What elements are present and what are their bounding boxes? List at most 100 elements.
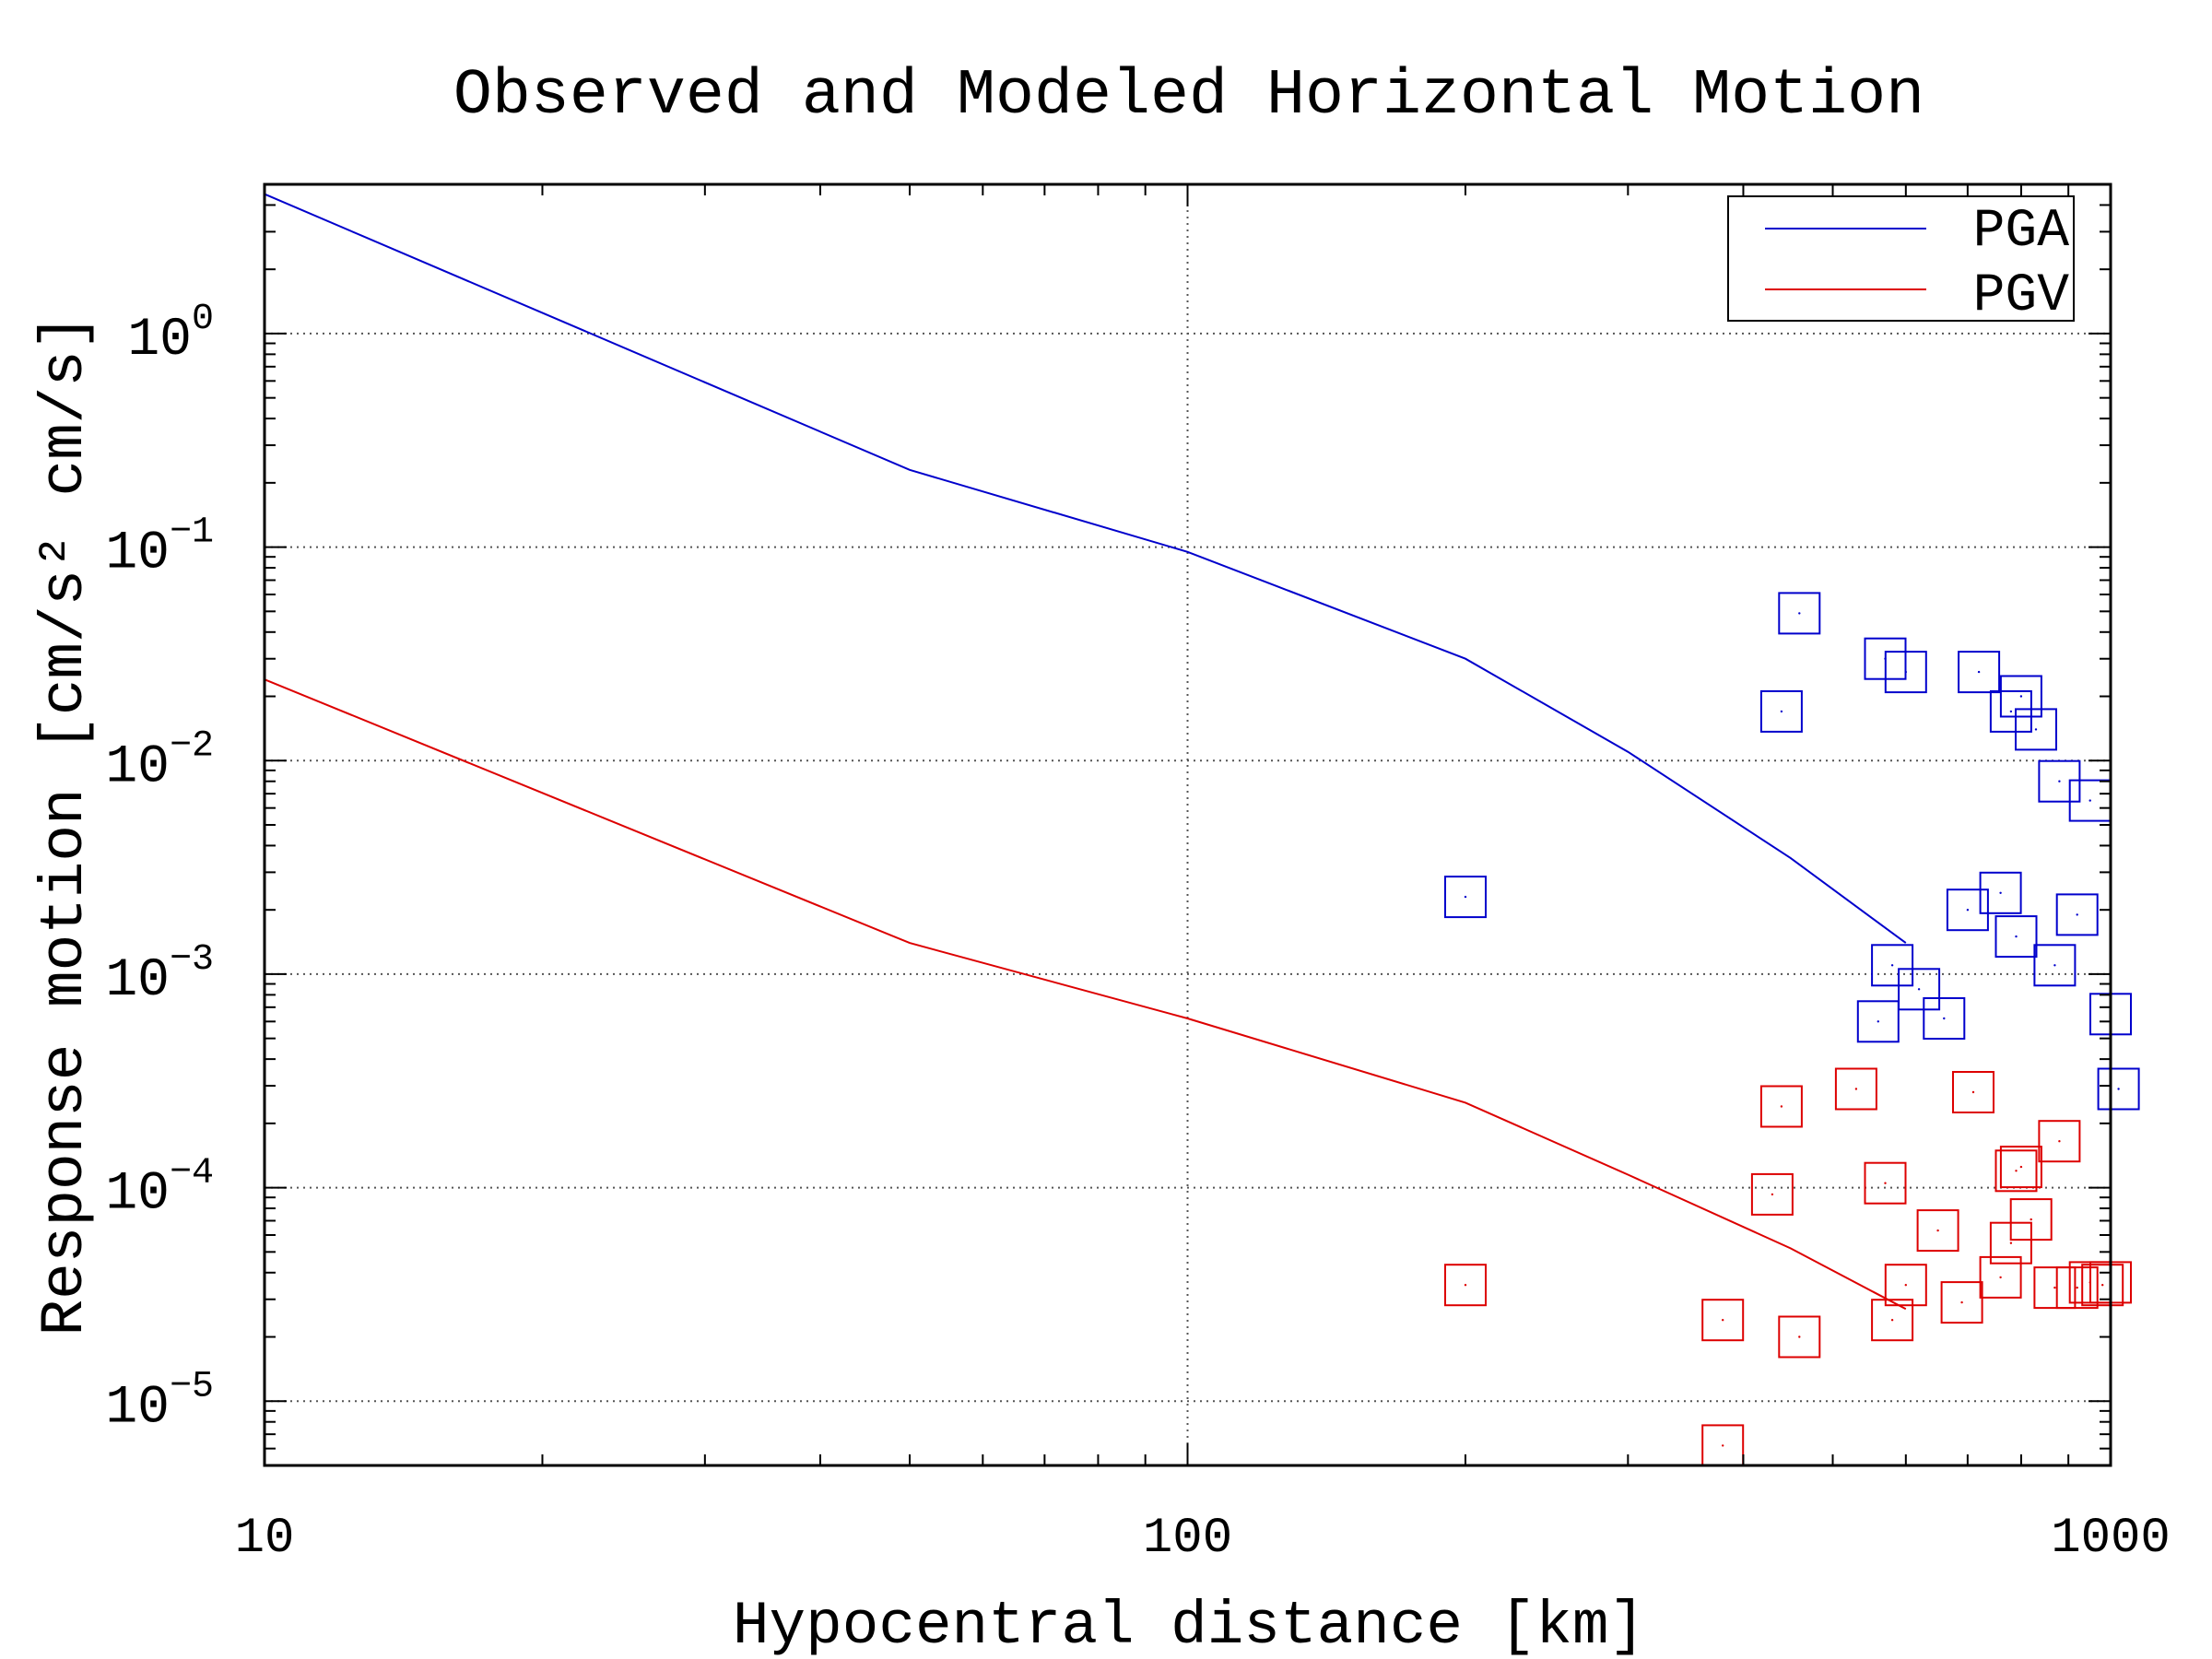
- observed-point-pgv: [1884, 1264, 1927, 1307]
- observed-point-pgv: [1871, 1299, 1914, 1342]
- observed-point-pgv: [1834, 1067, 1877, 1111]
- observed-point-pga: [1778, 592, 1821, 635]
- observed-point-center-pga: [1890, 964, 1894, 967]
- legend-box: [1727, 195, 2075, 322]
- y-tick-label: 10−3: [105, 939, 214, 1011]
- observed-point-pgv: [2081, 1264, 2124, 1307]
- x-tick-label: 100: [1143, 1511, 1232, 1567]
- observed-point-center-pgv: [1771, 1193, 1774, 1196]
- observed-point-pgv: [1864, 1161, 1907, 1205]
- observed-point-center-pgv: [1904, 1284, 1907, 1287]
- observed-point-center-pgv: [2053, 1286, 2056, 1289]
- observed-point-center-pga: [1977, 670, 1981, 674]
- observed-point-pgv: [1444, 1264, 1487, 1307]
- x-axis-label: Hypocentral distance [km]: [733, 1592, 1645, 1659]
- observed-point-pgv: [2038, 1120, 2081, 1163]
- observed-point-center-pga: [1966, 909, 1970, 912]
- observed-point-center-pga: [1917, 988, 1921, 991]
- observed-point-center-pga: [1999, 891, 2002, 894]
- chart-title: Observed and Modeled Horizontal Motion: [453, 60, 1924, 133]
- observed-point-center-pga: [2053, 964, 2056, 967]
- y-tick-label: 100: [127, 299, 214, 371]
- observed-point-pgv: [2055, 1266, 2099, 1310]
- model-curves: [264, 193, 1907, 1311]
- observed-point-center-pgv: [1971, 1090, 1975, 1094]
- legend-label-pgv: PGV: [1973, 266, 2070, 326]
- observed-point-center-pgv: [1464, 1284, 1467, 1287]
- observed-point-pga: [1884, 651, 1927, 694]
- observed-point-pga: [1979, 871, 2022, 914]
- observed-point-pgv: [1994, 1149, 2038, 1193]
- observed-point-center-pgv: [1722, 1319, 1724, 1322]
- observed-point-pgv: [1952, 1071, 1994, 1113]
- legend-label-pga: PGA: [1973, 202, 2070, 262]
- observed-point-pga: [1989, 689, 2032, 733]
- observed-point-pgv: [1750, 1172, 1794, 1216]
- observed-point-center-pga: [2076, 913, 2078, 916]
- y-axis-label: Response motion [cm/s² cm/s]: [30, 314, 100, 1336]
- observed-point-pga: [2055, 893, 2099, 936]
- observed-point-pga: [2033, 944, 2077, 987]
- legend: PGA PGV: [1727, 195, 2075, 326]
- y-tick-label: 10−4: [105, 1153, 214, 1225]
- observed-point-pga: [1946, 888, 1989, 932]
- observed-point-center-pga: [2058, 780, 2061, 782]
- observed-point-pga: [1923, 997, 1966, 1040]
- observed-point-center-pgv: [1999, 1276, 2002, 1279]
- observed-point-pga: [1994, 915, 2038, 959]
- observed-point-center-pgv: [2058, 1140, 2061, 1143]
- observed-point-center-pga: [2088, 799, 2091, 802]
- observed-point-pga: [1444, 876, 1487, 919]
- y-tick-label: 10−5: [105, 1366, 214, 1438]
- grid: [265, 184, 2111, 1465]
- observed-point-center-pgv: [2009, 1241, 2013, 1244]
- observed-point-pga: [2015, 708, 2057, 751]
- observed-point-center-pgv: [2076, 1286, 2078, 1289]
- observed-point-center-pga: [2009, 710, 2013, 713]
- observed-point-center-pgv: [1936, 1229, 1939, 1232]
- observed-point-center-pgv: [1884, 1182, 1887, 1184]
- observed-point-pgv: [1999, 1146, 2042, 1189]
- observed-point-pgv: [1759, 1085, 1803, 1128]
- observed-point-pgv: [1940, 1281, 1983, 1324]
- observed-point-pga: [2097, 1067, 2140, 1111]
- observed-point-pga: [1999, 675, 2042, 718]
- observed-point-pga: [1871, 944, 1914, 987]
- observed-point-pgv: [1979, 1255, 2022, 1299]
- x-tick-label: 10: [235, 1511, 295, 1567]
- observed-point-center-pga: [1943, 1017, 1946, 1020]
- observed-point-pgv: [2009, 1198, 2053, 1241]
- observed-point-pga: [2038, 759, 2081, 803]
- observed-point-pga: [1856, 1000, 1900, 1043]
- observed-point-center-pga: [1904, 670, 1907, 674]
- observed-point-center-pgv: [1960, 1300, 1963, 1304]
- tick-labels: 10 100 1000 100 10−1 10−2 10−3 10−4 10−5: [105, 299, 2170, 1567]
- observed-point-center-pga: [2019, 695, 2023, 698]
- model-curve-pga: [264, 193, 1907, 944]
- observed-point-center-pga: [1464, 895, 1467, 899]
- observed-point-center-pgv: [2015, 1170, 2018, 1172]
- observed-point-pga: [1958, 651, 2001, 694]
- observed-point-pgv: [1701, 1299, 1745, 1342]
- observed-point-center-pga: [2117, 1088, 2120, 1090]
- observed-point-center-pgv: [2101, 1284, 2104, 1287]
- observed-point-center-pgv: [1798, 1335, 1801, 1338]
- observed-point-center-pgv: [1890, 1319, 1894, 1322]
- x-tick-label: 1000: [2051, 1511, 2171, 1567]
- axis-ticks: [264, 183, 2111, 1465]
- observed-point-center-pgv: [2019, 1165, 2023, 1169]
- observed-point-center-pga: [1780, 710, 1783, 713]
- observed-point-center-pgv: [2030, 1218, 2032, 1221]
- y-tick-label: 10−1: [105, 512, 214, 584]
- observed-point-pga: [1759, 689, 1803, 733]
- observed-point-pga: [1898, 968, 1941, 1011]
- observed-point-center-pgv: [1722, 1444, 1724, 1447]
- observed-point-center-pga: [2034, 728, 2038, 731]
- observed-point-center-pga: [1798, 612, 1801, 615]
- observed-point-pgv: [2033, 1266, 2077, 1310]
- observed-point-center-pgv: [1854, 1088, 1858, 1090]
- y-tick-label: 10−2: [105, 725, 214, 797]
- observed-point-pgv: [1916, 1209, 1959, 1253]
- observed-point-center-pga: [1877, 1020, 1880, 1023]
